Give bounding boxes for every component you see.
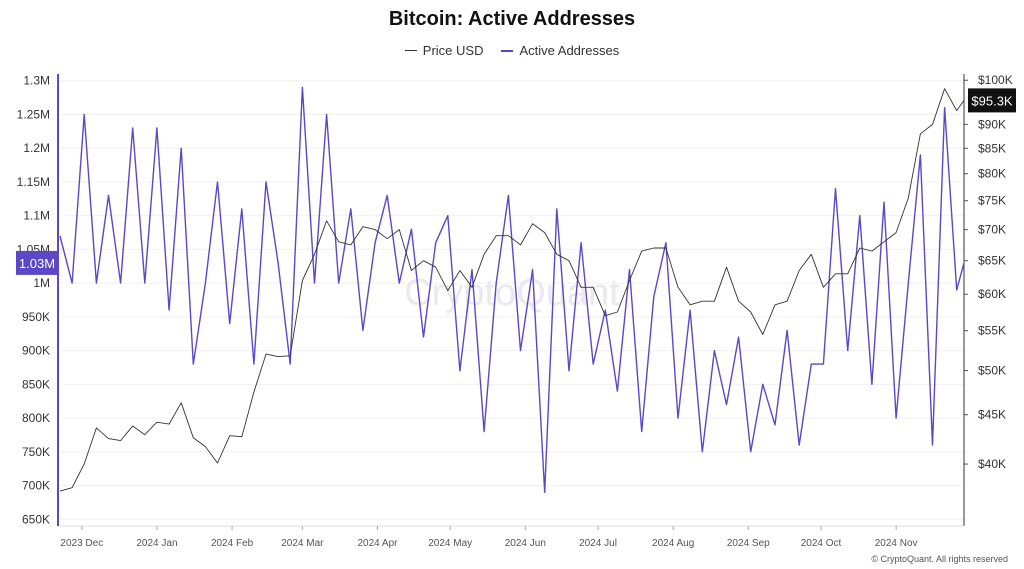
value-badges: 1.03M $95.3K (16, 88, 1016, 275)
left-tick-label: 1.3M (23, 74, 50, 88)
left-axis-ticks: 650K700K750K800K850K900K950K1M1.05M1.1M1… (17, 74, 50, 527)
legend-price-label: Price USD (422, 43, 484, 58)
left-tick-label: 950K (22, 310, 50, 324)
x-tick-label: 2024 Jan (136, 538, 177, 549)
grid-lines (60, 80, 964, 520)
x-tick-label: 2024 Sep (727, 538, 770, 549)
left-tick-label: 1.25M (17, 107, 50, 121)
price-usd-line (59, 88, 965, 492)
active-addresses-line (59, 86, 965, 493)
legend-addresses-label: Active Addresses (519, 43, 620, 58)
right-tick-label: $100K (978, 73, 1013, 87)
left-tick-label: 1.15M (17, 175, 50, 189)
left-tick-label: 850K (22, 377, 50, 391)
x-tick-label: 2024 Aug (652, 538, 694, 549)
right-tick-label: $90K (978, 117, 1006, 131)
copyright-footer: © CryptoQuant. All rights reserved (871, 554, 1008, 564)
right-tick-label: $45K (978, 408, 1006, 422)
right-axis-ticks: $40K $45K $50K $55K $60K $65K $70K $75K $80K $85K… (978, 73, 1013, 471)
x-tick-label: 2024 Mar (281, 538, 324, 549)
right-tick-label: $80K (978, 167, 1006, 181)
addresses-value-badge (16, 250, 58, 275)
legend: Price USD Active Addresses (0, 43, 1024, 58)
left-tick-label: 700K (22, 479, 50, 493)
right-tick-label: $50K (978, 364, 1006, 378)
x-tick-label: 2024 Nov (875, 538, 918, 549)
legend-item-price[interactable]: Price USD (404, 43, 484, 58)
price-value-badge (968, 88, 1016, 113)
left-tick-label: 1M (33, 276, 50, 290)
right-tick-label: $60K (978, 287, 1006, 301)
left-tick-label: 650K (22, 512, 50, 526)
chart-title: Bitcoin: Active Addresses (388, 8, 636, 30)
x-axis-ticks: 2023 Dec 2024 Jan 2024 Feb 2024 Mar 2024 Apr… (60, 538, 917, 549)
addresses-swatch-icon (501, 49, 514, 52)
right-tick-label: $55K (978, 324, 1006, 338)
x-tick-label: 2024 Jun (505, 538, 546, 549)
x-tick-label: 2024 May (428, 538, 472, 549)
left-tick-label: 1.1M (23, 209, 50, 223)
addresses-value-badge-text: 1.03M (19, 256, 55, 271)
x-tick-label: 2024 Oct (801, 538, 842, 549)
right-tick-label: $85K (978, 141, 1006, 155)
price-swatch-icon (404, 50, 417, 51)
left-tick-label: 1.2M (23, 141, 50, 155)
price-value-badge-text: $95.3K (971, 93, 1013, 108)
series-layer (59, 86, 965, 493)
x-tick-label: 2024 Apr (357, 538, 398, 549)
left-tick-label: 750K (22, 445, 50, 459)
right-tick-label: $40K (978, 457, 1006, 471)
left-tick-label: 800K (22, 411, 50, 425)
right-tick-label: $75K (978, 194, 1006, 208)
axes (57, 74, 968, 530)
x-tick-label: 2023 Dec (60, 538, 103, 549)
legend-item-addresses[interactable]: Active Addresses (501, 43, 619, 58)
right-tick-label: $65K (978, 254, 1006, 268)
x-tick-label: 2024 Feb (211, 538, 254, 549)
left-tick-label: 900K (22, 344, 50, 358)
right-tick-label: $70K (978, 223, 1006, 237)
x-tick-label: 2024 Jul (579, 538, 617, 549)
